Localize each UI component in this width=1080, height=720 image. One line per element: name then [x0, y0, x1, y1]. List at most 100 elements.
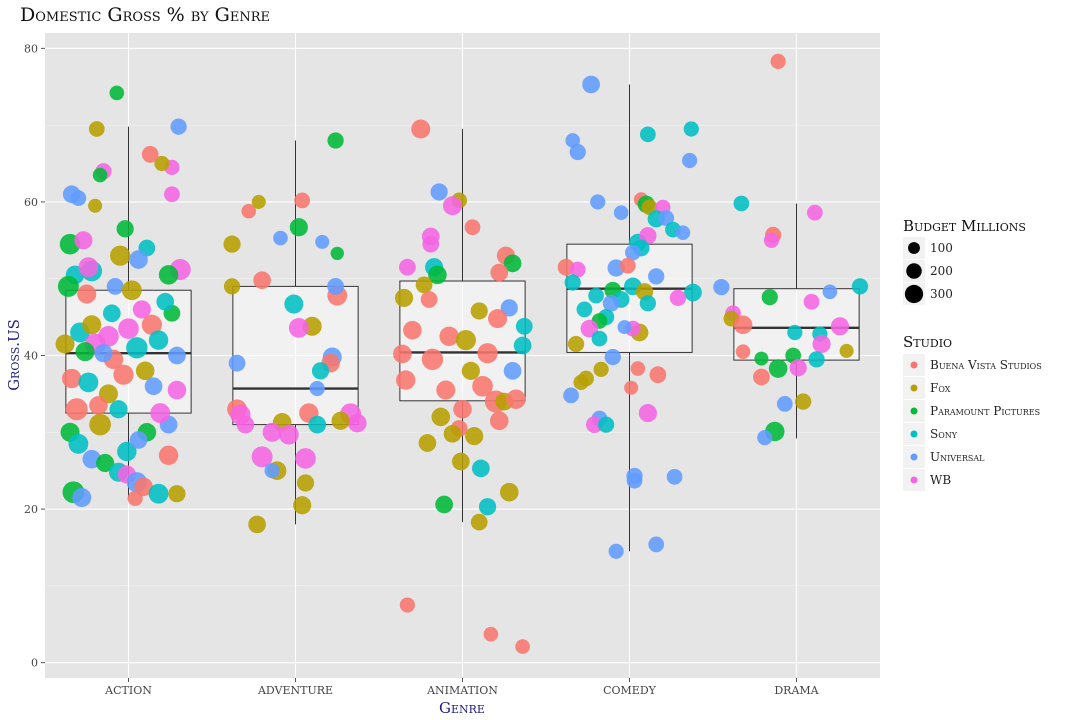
- data-point: [121, 280, 142, 301]
- y-tick-label: 60: [24, 196, 38, 209]
- size-legend-key: [908, 242, 920, 254]
- data-point: [309, 380, 325, 397]
- data-point: [223, 235, 241, 253]
- data-point: [315, 234, 330, 249]
- color-legend-key: [910, 407, 918, 415]
- color-legend-key: [910, 476, 918, 484]
- data-point: [421, 348, 444, 371]
- data-point: [164, 186, 180, 203]
- data-point: [129, 431, 148, 449]
- data-point: [443, 424, 462, 443]
- data-point: [576, 301, 593, 318]
- data-point: [478, 498, 497, 516]
- data-point: [626, 472, 643, 489]
- data-point: [135, 361, 155, 381]
- data-point: [394, 288, 414, 307]
- data-point: [464, 219, 481, 236]
- data-point: [223, 278, 241, 295]
- data-point: [262, 422, 282, 442]
- data-point: [347, 413, 367, 433]
- data-point: [639, 126, 656, 143]
- data-point: [72, 488, 92, 508]
- data-point: [563, 387, 579, 404]
- data-point: [330, 246, 344, 261]
- data-point: [455, 330, 476, 351]
- data-point: [311, 362, 330, 380]
- data-point: [109, 85, 125, 101]
- data-point: [768, 359, 788, 378]
- data-point: [55, 334, 75, 354]
- data-point: [806, 204, 823, 221]
- color-legend-label: Fox: [930, 381, 951, 395]
- color-legend-label: Sony: [930, 427, 958, 441]
- data-point: [630, 361, 646, 376]
- data-point: [713, 279, 730, 296]
- data-point: [624, 380, 639, 395]
- color-legend-key: [910, 430, 918, 438]
- data-point: [513, 336, 532, 355]
- data-point: [515, 639, 530, 654]
- data-point: [327, 132, 344, 149]
- data-point: [70, 190, 87, 206]
- data-point: [617, 320, 632, 335]
- data-point: [420, 291, 438, 308]
- data-point: [682, 152, 698, 169]
- color-legend-key: [910, 453, 918, 461]
- x-tick-label: COMEDY: [603, 684, 657, 697]
- data-point: [503, 254, 522, 273]
- data-point: [753, 368, 770, 386]
- x-tick-label: ADVENTURE: [257, 684, 333, 697]
- data-point: [666, 468, 683, 485]
- y-tick-label: 20: [24, 503, 38, 516]
- data-point: [241, 203, 257, 219]
- data-point: [96, 453, 115, 473]
- legend: Budget Millions 100 200 300 Studio Buena V…: [903, 217, 1042, 491]
- data-point: [75, 342, 95, 362]
- data-point: [812, 334, 831, 354]
- data-point: [453, 399, 472, 419]
- data-point: [144, 377, 163, 396]
- data-point: [567, 335, 585, 353]
- data-point: [236, 415, 255, 434]
- data-point: [649, 366, 667, 384]
- data-point: [470, 302, 488, 320]
- data-point: [141, 314, 162, 335]
- data-point: [422, 235, 440, 253]
- data-point: [472, 375, 493, 397]
- data-point: [65, 398, 88, 421]
- data-point: [500, 299, 518, 317]
- data-point: [154, 155, 170, 172]
- data-point: [98, 325, 119, 347]
- data-point: [683, 121, 699, 137]
- data-point: [757, 430, 773, 446]
- data-point: [638, 404, 657, 423]
- data-point: [604, 348, 621, 366]
- data-point: [68, 433, 89, 454]
- data-point: [461, 361, 480, 380]
- x-tick-label: ANIMATION: [426, 684, 498, 697]
- data-point: [127, 490, 143, 506]
- data-point: [296, 474, 315, 492]
- color-legend-label: WB: [930, 473, 951, 487]
- data-point: [399, 597, 415, 613]
- data-point: [503, 361, 522, 380]
- color-legend-key: [910, 384, 918, 392]
- data-point: [78, 257, 99, 278]
- data-point: [770, 53, 786, 70]
- data-point: [754, 351, 769, 366]
- data-point: [77, 284, 97, 304]
- data-point: [477, 343, 498, 364]
- data-point: [639, 295, 657, 312]
- data-point: [675, 225, 691, 240]
- data-point: [129, 250, 148, 269]
- data-point: [428, 265, 447, 285]
- data-point: [308, 415, 327, 434]
- data-point: [57, 275, 79, 297]
- data-point: [431, 407, 451, 427]
- y-axis-title: Gross.US: [5, 319, 23, 391]
- data-point: [132, 300, 151, 319]
- data-point: [483, 626, 499, 642]
- data-point: [435, 495, 453, 514]
- data-point: [109, 400, 128, 419]
- data-point: [102, 304, 121, 323]
